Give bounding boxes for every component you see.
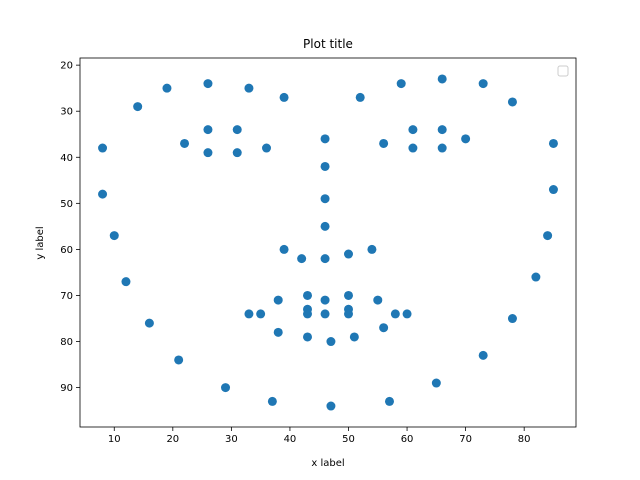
data-point <box>461 134 471 144</box>
data-point <box>396 79 406 89</box>
data-point <box>232 148 242 158</box>
data-point <box>162 83 172 93</box>
data-point <box>320 295 330 305</box>
y-axis-ticks: 20 30 40 50 60 70 80 90 <box>60 61 80 394</box>
y-tick-label: 40 <box>60 153 73 164</box>
data-point <box>144 318 154 328</box>
data-point <box>344 249 353 259</box>
data-point <box>279 244 289 254</box>
data-point <box>320 309 330 319</box>
data-point <box>320 161 330 171</box>
data-point <box>244 309 254 319</box>
data-point <box>507 97 517 107</box>
x-tick-label: 60 <box>401 434 414 445</box>
data-point <box>109 231 119 241</box>
data-point <box>548 138 558 148</box>
data-point <box>326 401 336 411</box>
data-point <box>326 337 336 347</box>
data-point <box>174 355 184 365</box>
plot-frame <box>80 58 576 427</box>
plot-area: 10 20 30 40 50 60 70 80 20 30 40 50 60 70 80 90 <box>60 57 577 445</box>
y-tick-label: 90 <box>60 383 73 394</box>
data-point <box>384 396 394 406</box>
data-point <box>221 383 231 393</box>
data-point <box>408 125 418 135</box>
data-point <box>267 396 277 406</box>
data-point <box>133 102 143 112</box>
data-point <box>379 138 389 148</box>
data-point <box>408 143 418 153</box>
data-point <box>320 221 330 231</box>
y-tick-label: 80 <box>60 337 73 348</box>
y-tick-label: 30 <box>60 107 73 118</box>
data-point <box>273 327 283 337</box>
data-point <box>379 323 389 333</box>
data-point <box>402 309 412 319</box>
x-tick-label: 80 <box>518 434 531 445</box>
data-point <box>203 79 213 89</box>
data-point <box>320 194 330 204</box>
legend-box <box>557 65 569 77</box>
data-point <box>244 83 254 93</box>
y-tick-label: 50 <box>60 199 73 210</box>
data-point <box>320 134 330 144</box>
x-axis-ticks: 10 20 30 40 50 60 70 80 <box>108 427 531 445</box>
data-point <box>297 254 307 264</box>
data-point <box>180 138 190 148</box>
data-point <box>303 332 312 342</box>
data-point <box>367 244 377 254</box>
data-point <box>256 309 266 319</box>
data-point <box>548 185 558 195</box>
y-tick-label: 60 <box>60 245 73 256</box>
data-point <box>437 143 447 153</box>
data-point <box>543 231 553 241</box>
data-point <box>437 125 447 135</box>
chart-title: Plot title <box>303 37 353 51</box>
data-point <box>344 290 353 300</box>
x-tick-label: 50 <box>342 434 355 445</box>
data-point <box>355 92 365 102</box>
data-point <box>320 254 330 264</box>
data-point <box>303 290 312 300</box>
data-point <box>531 272 541 282</box>
y-tick-label: 20 <box>60 61 73 72</box>
data-point <box>121 277 131 287</box>
data-point <box>431 378 441 388</box>
data-point <box>349 332 359 342</box>
data-point <box>203 125 213 135</box>
data-point <box>437 74 447 84</box>
x-tick-label: 70 <box>459 434 472 445</box>
y-tick-label: 70 <box>60 291 73 302</box>
data-point <box>344 309 353 319</box>
x-tick-label: 20 <box>166 434 179 445</box>
plot-border <box>79 57 577 428</box>
y-axis-label: y label <box>35 226 46 259</box>
data-point <box>98 143 108 153</box>
data-point <box>273 295 283 305</box>
x-tick-label: 40 <box>284 434 297 445</box>
x-tick-label: 30 <box>225 434 238 445</box>
data-point <box>262 143 272 153</box>
data-point <box>98 189 108 199</box>
x-axis-label: x label <box>311 458 344 469</box>
data-points <box>98 74 558 411</box>
data-point <box>507 314 517 324</box>
data-point <box>478 350 488 360</box>
data-point <box>232 125 242 135</box>
x-tick-label: 10 <box>108 434 121 445</box>
data-point <box>478 79 488 89</box>
data-point <box>390 309 400 319</box>
data-point <box>303 309 312 319</box>
data-point <box>279 92 289 102</box>
data-point <box>373 295 383 305</box>
data-point <box>203 148 213 158</box>
